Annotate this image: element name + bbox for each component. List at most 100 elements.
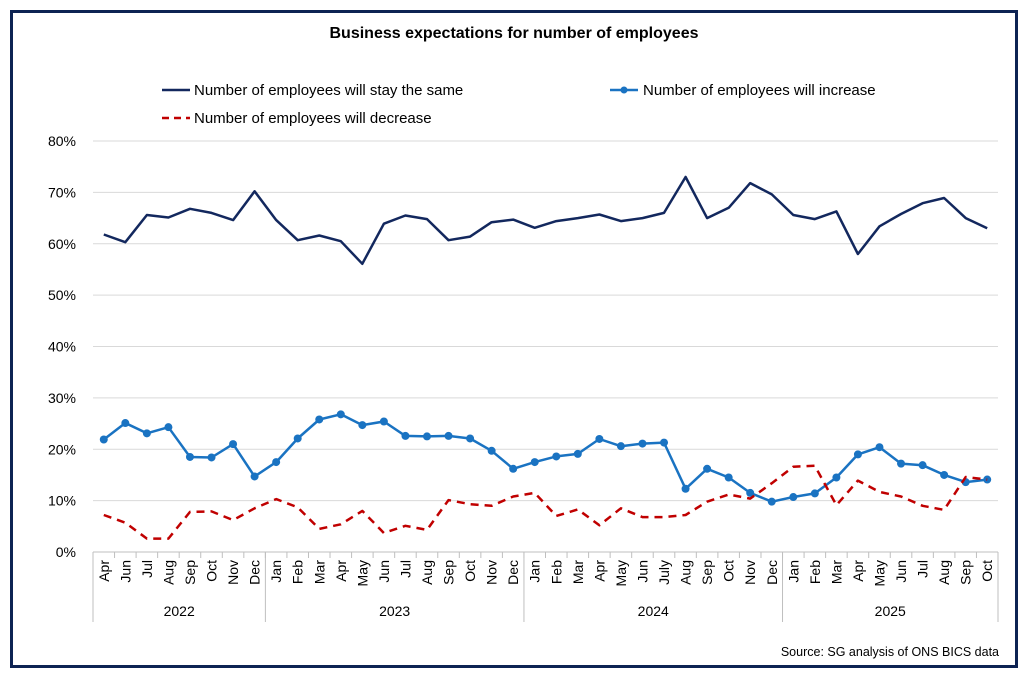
- data-point: [724, 473, 733, 482]
- x-tick-label: Apr: [96, 560, 112, 582]
- data-point: [358, 421, 367, 430]
- x-tick-label: Feb: [548, 560, 564, 584]
- x-tick-label: Jul: [397, 560, 413, 578]
- legend-item-decrease: Number of employees will decrease: [162, 110, 432, 127]
- year-label: 2023: [379, 603, 410, 619]
- data-point: [918, 461, 927, 470]
- x-tick-label: Mar: [311, 560, 327, 584]
- x-tick-label: Nov: [225, 560, 241, 585]
- data-point: [660, 438, 669, 447]
- data-point: [595, 434, 604, 443]
- x-tick-label: Oct: [979, 560, 995, 582]
- data-point: [897, 459, 906, 468]
- gridlines: [93, 140, 998, 502]
- x-axis: Apr Jun Jul Aug Sep Oct Nov Dec Jan Feb Mar Apr May J…: [92, 551, 999, 622]
- legend-label-increase: Number of employees will increase: [643, 82, 876, 99]
- series-line-2: [103, 464, 988, 540]
- y-axis-ticks: 0% 10% 20% 30% 40% 50% 60% 70% 80%: [48, 133, 76, 560]
- series-line-0: [103, 175, 988, 266]
- x-tick-label: Apr: [333, 560, 349, 582]
- x-tick-label: Jun: [893, 560, 909, 583]
- legend-item-increase: Number of employees will increase: [610, 82, 876, 99]
- legend: Number of employees will stay the same N…: [162, 82, 876, 127]
- data-point: [616, 442, 625, 451]
- y-tick-label: 60%: [48, 236, 76, 252]
- chart-title: Business expectations for number of empl…: [330, 25, 699, 42]
- y-tick-label: 10%: [48, 493, 76, 509]
- x-tick-label: Apr: [591, 560, 607, 582]
- y-tick-label: 70%: [48, 184, 76, 200]
- x-tick-label: Feb: [290, 560, 306, 584]
- x-tick-label: Aug: [419, 560, 435, 585]
- y-tick-label: 80%: [48, 133, 76, 149]
- data-point: [509, 464, 518, 473]
- x-tick-label: May: [871, 560, 887, 586]
- x-tick-label: Oct: [721, 560, 737, 582]
- data-point: [789, 493, 798, 502]
- x-tick-label: Apr: [850, 560, 866, 582]
- data-point: [250, 472, 259, 481]
- data-point: [401, 431, 410, 440]
- data-point: [164, 423, 173, 432]
- data-point: [810, 489, 819, 498]
- x-tick-label: Jun: [117, 560, 133, 583]
- x-tick-label: Jul: [915, 560, 931, 578]
- data-point: [681, 484, 690, 493]
- x-tick-label: Dec: [247, 560, 263, 585]
- year-label: 2022: [164, 603, 195, 619]
- x-tick-label: Dec: [764, 560, 780, 585]
- data-point: [444, 431, 453, 440]
- data-point: [832, 473, 841, 482]
- data-point: [185, 452, 194, 461]
- x-tick-label: Mar: [570, 560, 586, 584]
- x-tick-label: May: [354, 560, 370, 586]
- x-tick-label: Oct: [462, 560, 478, 582]
- x-tick-label: Sep: [441, 560, 457, 585]
- x-tick-label: Aug: [678, 560, 694, 585]
- y-tick-label: 20%: [48, 441, 76, 457]
- x-tick-label: July: [656, 560, 672, 585]
- data-point: [379, 417, 388, 426]
- data-point: [638, 439, 647, 448]
- data-point: [573, 449, 582, 458]
- x-tick-label: Jan: [785, 560, 801, 583]
- x-tick-label: Jan: [527, 560, 543, 583]
- data-point: [552, 452, 561, 461]
- x-tick-label: Jul: [139, 560, 155, 578]
- y-tick-label: 30%: [48, 390, 76, 406]
- y-tick-label: 0%: [56, 544, 76, 560]
- x-tick-label: Jan: [268, 560, 284, 583]
- y-tick-label: 40%: [48, 339, 76, 355]
- x-tick-label: Jun: [634, 560, 650, 583]
- data-point: [207, 453, 216, 462]
- series-line-1: [103, 413, 988, 503]
- data-point: [767, 497, 776, 506]
- x-tick-label: Oct: [204, 560, 220, 582]
- x-tick-label: Mar: [828, 560, 844, 584]
- year-label: 2025: [875, 603, 906, 619]
- y-tick-label: 50%: [48, 287, 76, 303]
- data-point: [293, 434, 302, 443]
- data-point: [703, 464, 712, 473]
- data-point: [530, 458, 539, 467]
- series-lines: [99, 175, 992, 540]
- x-tick-label: Aug: [160, 560, 176, 585]
- data-point: [99, 435, 108, 444]
- x-tick-label: May: [613, 560, 629, 586]
- data-point: [142, 429, 151, 438]
- data-point: [336, 410, 345, 419]
- data-point: [940, 470, 949, 479]
- data-point: [983, 475, 992, 484]
- x-tick-label: Jun: [376, 560, 392, 583]
- x-tick-label: Sep: [958, 560, 974, 585]
- chart-frame: [10, 10, 1018, 668]
- year-label: 2024: [638, 603, 669, 619]
- data-point: [487, 446, 496, 455]
- source-note: Source: SG analysis of ONS BICS data: [781, 645, 999, 659]
- x-tick-label: Sep: [182, 560, 198, 585]
- x-tick-label: Dec: [505, 560, 521, 585]
- data-point: [229, 440, 238, 449]
- data-point: [875, 443, 884, 452]
- x-tick-label: Sep: [699, 560, 715, 585]
